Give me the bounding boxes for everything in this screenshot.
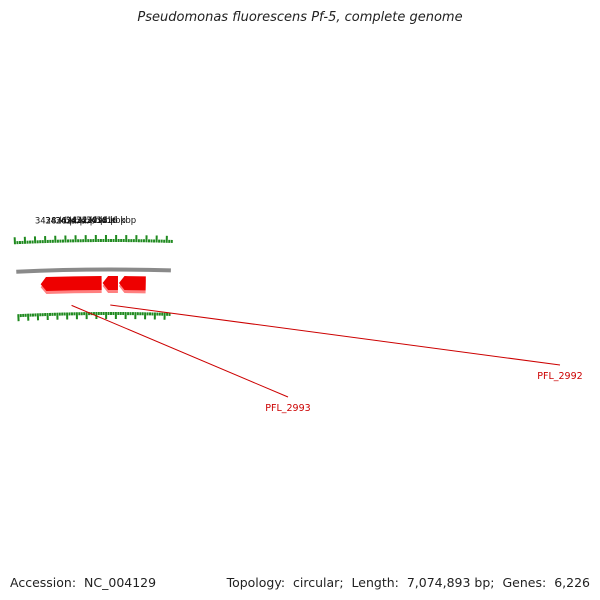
accession-value: NC_004129 — [84, 575, 157, 590]
accession-label: Accession: — [10, 575, 77, 590]
map-title: Pseudomonas fluorescens Pf-5, complete g… — [137, 10, 463, 25]
scale-label: 3420 kbp — [76, 216, 116, 226]
scale-label: 3428 kbp — [35, 217, 75, 227]
gene-label-leader — [71, 304, 289, 398]
scale-label: 3422 kbp — [65, 216, 105, 226]
genes-label: Genes: — [502, 575, 547, 590]
scale-label: 3426 kbp — [45, 216, 85, 226]
topology-label: Topology: — [226, 575, 286, 590]
length-value: 7,074,893 bp; — [406, 575, 495, 590]
scale-label: 3418 kbp — [86, 216, 126, 226]
accession-text: Accession: NC_004129 — [10, 575, 156, 590]
genes-value: 6,226 — [554, 575, 590, 590]
genome-backbone — [16, 267, 171, 274]
gene-label: PFL_2993 — [265, 403, 310, 414]
gene-label: PFL_2992 — [537, 371, 582, 382]
scale-label: 3416 kbp — [96, 216, 136, 226]
topology-value: circular; — [293, 575, 344, 590]
gene-label-leader — [110, 304, 561, 366]
gene-arrow — [40, 276, 102, 292]
gene-arrow — [102, 276, 118, 291]
gene-arrow — [118, 276, 146, 291]
length-label: Length: — [351, 575, 399, 590]
scale-label: 3424 kbp — [55, 216, 95, 226]
genome-summary: Topology: circular; Length: 7,074,893 bp… — [227, 575, 590, 590]
